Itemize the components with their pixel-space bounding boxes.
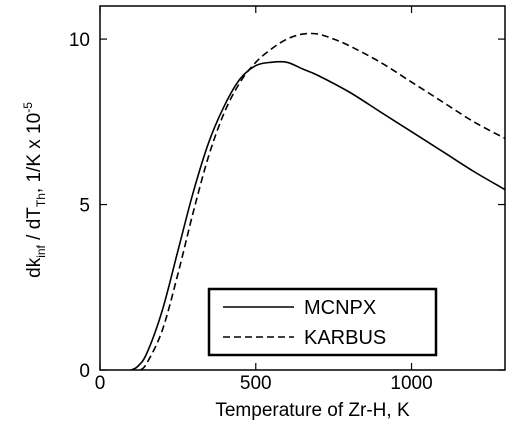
x-tick-label: 0 xyxy=(95,373,106,394)
y-axis-label: dkinf / dTTh, 1/K x 10-5 xyxy=(21,102,48,278)
x-tick-label: 1000 xyxy=(390,373,432,394)
x-tick-label: 500 xyxy=(240,373,272,394)
legend-label: KARBUS xyxy=(304,327,386,349)
y-axis-label-part: dk xyxy=(24,257,45,278)
y-axis-label-part: Th xyxy=(34,193,48,207)
y-axis-label-part: -5 xyxy=(21,102,35,113)
y-axis-label-part: / dT xyxy=(24,207,45,245)
y-tick-label: 10 xyxy=(69,30,90,51)
legend-label: MCNPX xyxy=(304,297,376,319)
legend: MCNPX KARBUS xyxy=(209,289,436,355)
y-axis-label-part: inf xyxy=(34,244,48,257)
y-tick-label: 5 xyxy=(79,196,90,217)
x-axis-label: Temperature of Zr-H, K xyxy=(215,400,410,421)
y-tick-label: 0 xyxy=(79,361,90,382)
y-axis-label-part: 1/K x 10 xyxy=(24,113,45,188)
